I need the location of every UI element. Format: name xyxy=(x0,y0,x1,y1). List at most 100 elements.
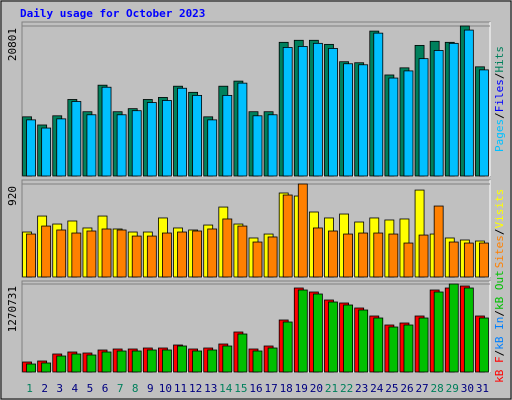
bar xyxy=(146,102,157,177)
bar xyxy=(252,350,263,373)
legend: Pages/Files/Hits xyxy=(493,46,506,152)
bar xyxy=(86,354,97,373)
bar xyxy=(343,304,353,373)
bar xyxy=(448,241,459,278)
bar xyxy=(312,293,323,373)
bar xyxy=(463,287,474,373)
bar xyxy=(297,183,308,278)
legend-entry: Files xyxy=(493,79,506,112)
bar xyxy=(222,218,233,278)
bar xyxy=(418,317,429,373)
bar xyxy=(56,118,67,177)
bar xyxy=(252,241,263,278)
x-tick-label: 10 xyxy=(159,382,172,395)
x-tick-label: 19 xyxy=(295,382,308,395)
bar xyxy=(192,230,203,278)
bar xyxy=(101,351,112,373)
bar xyxy=(403,70,414,177)
legend-separator: / xyxy=(493,310,506,317)
bar xyxy=(297,289,308,373)
x-tick-label: 11 xyxy=(174,382,187,395)
legend-entry: kB In xyxy=(493,317,506,350)
bar xyxy=(448,42,459,177)
legend-separator: / xyxy=(493,112,506,119)
bar xyxy=(267,347,278,373)
bar xyxy=(162,100,172,177)
bar xyxy=(177,345,187,373)
bar xyxy=(312,227,323,278)
bar xyxy=(418,58,429,177)
bar xyxy=(162,232,172,278)
bar xyxy=(433,205,444,278)
bar xyxy=(26,363,36,373)
x-tick-label: 2 xyxy=(41,382,48,395)
bar xyxy=(418,234,429,278)
bar xyxy=(388,233,399,278)
bar xyxy=(463,29,474,177)
bar xyxy=(358,64,369,177)
legend-entry: Visits xyxy=(493,189,506,229)
bar xyxy=(373,232,384,278)
bar xyxy=(373,32,384,177)
bar xyxy=(222,94,233,177)
bar xyxy=(297,46,308,177)
bar xyxy=(267,236,278,278)
bar xyxy=(252,115,263,177)
y-tick-label: 1270731 xyxy=(6,286,19,332)
bar xyxy=(388,77,399,177)
legend-entry: Sites xyxy=(493,235,506,268)
x-tick-label: 7 xyxy=(117,382,124,395)
bar xyxy=(26,119,36,177)
bar xyxy=(433,50,444,177)
bar xyxy=(146,349,157,373)
legend-entry: kB F xyxy=(493,356,506,383)
x-tick-label: 17 xyxy=(264,382,277,395)
bar xyxy=(328,48,338,177)
bar xyxy=(403,324,414,373)
bar xyxy=(403,242,414,278)
x-tick-label: 30 xyxy=(461,382,474,395)
bar xyxy=(358,309,369,373)
bar xyxy=(343,233,353,278)
bar xyxy=(479,317,489,373)
legend-entry: Pages xyxy=(493,119,506,152)
x-tick-label: 18 xyxy=(280,382,293,395)
bar xyxy=(71,232,82,278)
bar xyxy=(116,114,127,177)
bar xyxy=(177,231,187,278)
bar xyxy=(56,229,67,278)
x-tick-label: 13 xyxy=(204,382,217,395)
x-tick-label: 23 xyxy=(355,382,368,395)
legend: Sites/Visits xyxy=(493,189,506,269)
bar xyxy=(146,235,157,278)
bar xyxy=(131,350,142,373)
y-tick-label: 20801 xyxy=(6,28,19,61)
x-tick-label: 21 xyxy=(325,382,338,395)
legend-entry: Hits xyxy=(493,46,506,73)
x-tick-label: 15 xyxy=(234,382,247,395)
bar xyxy=(388,326,399,373)
x-tick-label: 27 xyxy=(415,382,428,395)
y-tick-label: 920 xyxy=(6,186,19,206)
x-tick-label: 8 xyxy=(132,382,139,395)
x-tick-label: 3 xyxy=(56,382,63,395)
bar xyxy=(267,114,278,177)
bar xyxy=(116,229,127,278)
bar xyxy=(71,353,82,373)
bar xyxy=(192,350,203,373)
bar xyxy=(101,86,112,177)
x-tick-label: 28 xyxy=(431,382,444,395)
bar xyxy=(207,228,218,278)
x-tick-label: 12 xyxy=(189,382,202,395)
x-tick-label: 22 xyxy=(340,382,353,395)
x-tick-label: 31 xyxy=(476,382,489,395)
x-tick-label: 20 xyxy=(310,382,323,395)
bar xyxy=(463,242,474,278)
bar xyxy=(358,232,369,278)
legend-separator: / xyxy=(493,73,506,80)
bar xyxy=(343,63,353,177)
x-tick-label: 5 xyxy=(87,382,94,395)
bar xyxy=(41,127,52,177)
bar xyxy=(237,333,248,373)
